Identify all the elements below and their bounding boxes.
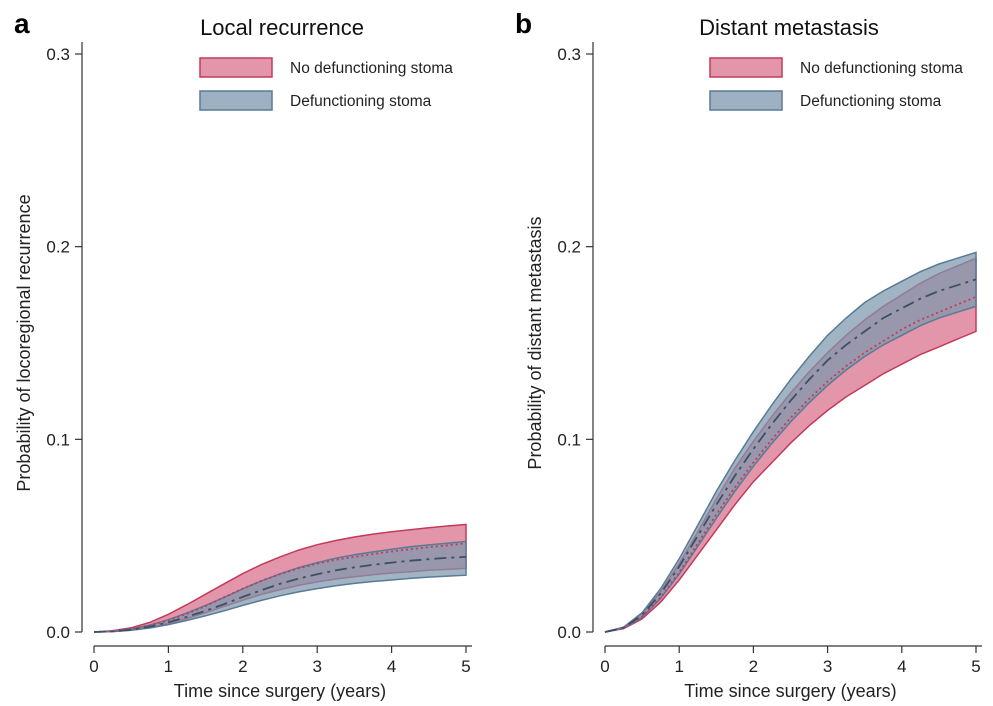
- y-tick-label: 0.2: [46, 238, 70, 257]
- legend-label-stoma: Defunctioning stoma: [290, 93, 432, 110]
- x-tick-label: 0: [89, 657, 98, 676]
- x-tick-label: 2: [749, 657, 758, 676]
- legend-label-no-stoma: No defunctioning stoma: [290, 60, 453, 77]
- x-axis-label: Time since surgery (years): [174, 681, 386, 701]
- x-tick-label: 5: [461, 657, 470, 676]
- x-axis-label: Time since surgery (years): [684, 681, 896, 701]
- legend-label-no-stoma: No defunctioning stoma: [800, 60, 963, 77]
- legend-swatch-no-stoma: [709, 57, 783, 78]
- estimate-line-stoma: [93, 556, 467, 633]
- panel-a-chart: 0.0 0.1 0.2 0.3 0 1 2 3 4 5 Time since surgery (ye…: [0, 0, 496, 701]
- panel-label: a: [14, 8, 30, 39]
- chart-title: Local recurrence: [200, 15, 364, 40]
- y-axis-label: Probability of distant metastasis: [525, 216, 545, 469]
- estimate-line-no-stoma: [604, 295, 977, 633]
- y-tick-label: 0.2: [557, 238, 581, 257]
- estimate-line-stoma: [604, 278, 977, 633]
- panel-label: b: [515, 8, 532, 39]
- y-tick-label: 0.1: [557, 430, 581, 449]
- x-tick-label: 0: [600, 657, 609, 676]
- chart-title: Distant metastasis: [699, 15, 879, 40]
- y-axis-label: Probability of locoregional recurrence: [14, 194, 34, 491]
- x-tick-label: 3: [312, 657, 321, 676]
- legend-label-stoma: Defunctioning stoma: [800, 93, 942, 110]
- ci-band-stoma: [93, 540, 467, 633]
- x-tick-label: 3: [823, 657, 832, 676]
- legend-swatch-no-stoma: [199, 57, 273, 78]
- y-tick-label: 0.3: [557, 45, 581, 64]
- legend-swatch-stoma: [709, 90, 783, 111]
- y-tick-label: 0.1: [46, 430, 70, 449]
- y-tick-label: 0.0: [557, 623, 581, 642]
- estimate-line-no-stoma: [93, 542, 467, 633]
- x-tick-label: 4: [387, 657, 396, 676]
- y-tick-label: 0.0: [46, 623, 70, 642]
- x-tick-label: 2: [238, 657, 247, 676]
- x-tick-label: 1: [674, 657, 683, 676]
- x-tick-label: 5: [971, 657, 980, 676]
- distant-metastasis-chart: 0.0 0.1 0.2 0.3 0 1 2 3 4 5 Time since surgery (ye…: [515, 8, 982, 701]
- y-tick-label: 0.3: [46, 45, 70, 64]
- local-recurrence-chart: 0.0 0.1 0.2 0.3 0 1 2 3 4 5 Time since surgery (ye…: [14, 8, 472, 701]
- legend-swatch-stoma: [199, 90, 273, 111]
- x-tick-label: 4: [897, 657, 906, 676]
- x-tick-label: 1: [164, 657, 173, 676]
- panel-b-chart: 0.0 0.1 0.2 0.3 0 1 2 3 4 5 Time since surgery (ye…: [497, 0, 993, 701]
